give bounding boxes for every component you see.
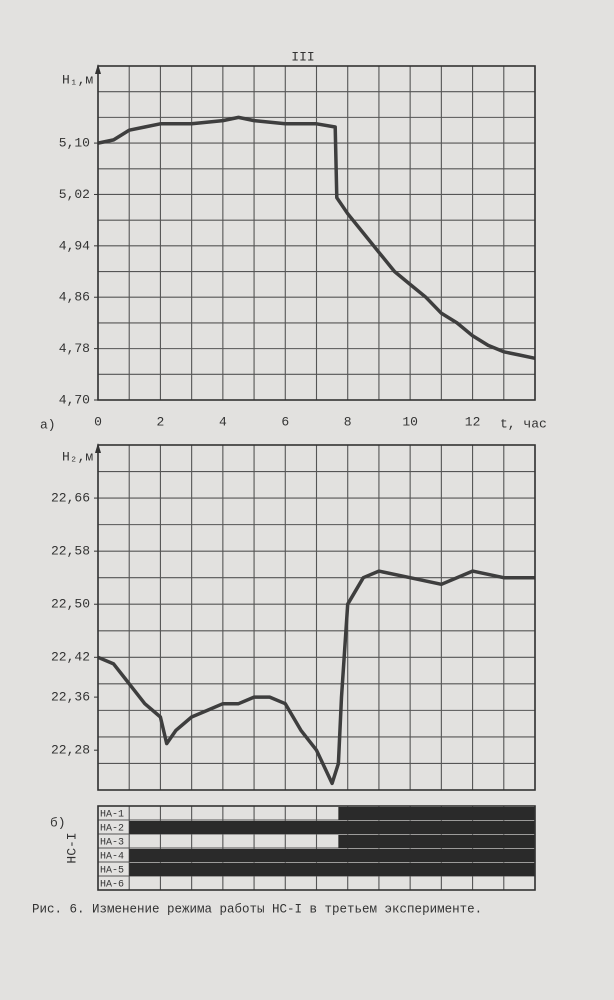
- row-label: НА-3: [100, 838, 124, 849]
- state-bar: [129, 849, 535, 862]
- x-tick-label: 6: [281, 414, 289, 429]
- plot-frame: [97, 805, 536, 891]
- panel-label: а): [40, 417, 56, 432]
- y-tick-label: 22,50: [51, 597, 90, 612]
- y-tick-label: 4,94: [59, 238, 90, 253]
- y-axis-label: H₂,м: [62, 449, 93, 464]
- y-tick-label: 22,28: [51, 743, 90, 758]
- x-axis-label: t, час: [500, 416, 547, 431]
- plot-frame: [97, 65, 536, 401]
- caption: Рис. 6. Изменение режима работы НС-I в т…: [32, 902, 482, 916]
- y-tick-label: 22,58: [51, 544, 90, 559]
- y-tick-label: 22,42: [51, 650, 90, 665]
- y-tick-label: 22,66: [51, 491, 90, 506]
- row-label: НА-4: [100, 852, 124, 863]
- state-bar: [338, 835, 535, 848]
- y-tick-label: 4,70: [59, 392, 90, 407]
- row-label: НА-5: [100, 866, 124, 877]
- y-axis-label: H₁,м: [62, 72, 93, 87]
- x-tick-label: 12: [465, 414, 481, 429]
- panel-label: б): [50, 815, 66, 830]
- state-bar: [129, 821, 535, 834]
- y-tick-label: 22,36: [51, 690, 90, 705]
- row-label: НА-2: [100, 824, 124, 835]
- state-bar: [338, 807, 535, 820]
- x-tick-label: 8: [344, 414, 352, 429]
- data-line: [97, 569, 535, 786]
- y-tick-label: 5,02: [59, 187, 90, 202]
- x-tick-label: 4: [219, 414, 227, 429]
- x-tick-label: 2: [157, 414, 165, 429]
- row-label: НА-1: [100, 810, 124, 821]
- y-tick-label: 4,86: [59, 290, 90, 305]
- page-number: III: [291, 49, 314, 64]
- row-label: НА-6: [100, 880, 124, 891]
- y-tick-label: 4,78: [59, 341, 90, 356]
- x-tick-label: 10: [402, 414, 418, 429]
- plot-frame: [97, 444, 536, 791]
- y-axis-label: НС-I: [64, 832, 79, 863]
- state-bar: [129, 863, 535, 876]
- x-tick-label: 0: [94, 414, 102, 429]
- data-line: [97, 115, 536, 361]
- y-tick-label: 5,10: [59, 136, 90, 151]
